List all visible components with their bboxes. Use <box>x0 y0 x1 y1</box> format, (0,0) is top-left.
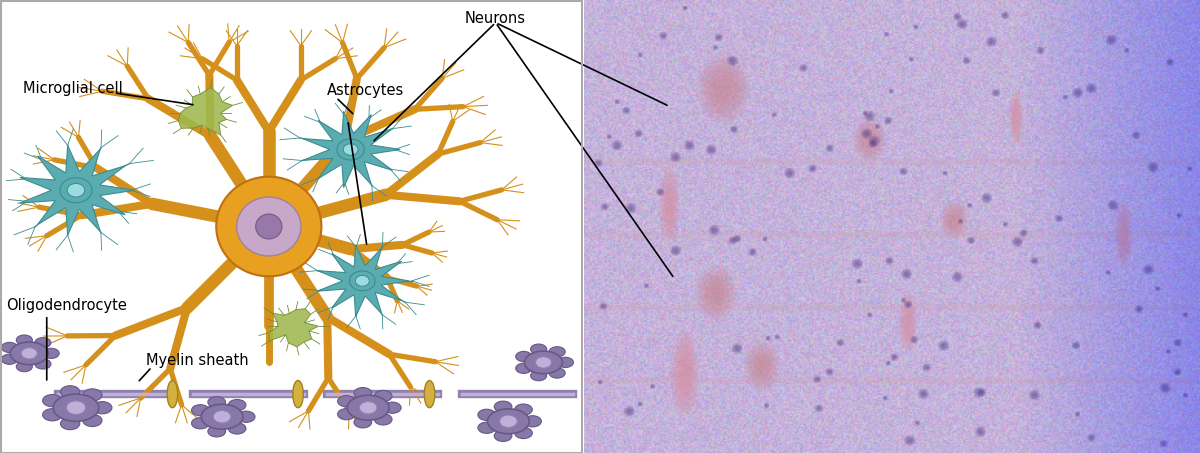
Polygon shape <box>302 111 401 188</box>
Ellipse shape <box>192 418 209 429</box>
Ellipse shape <box>347 395 389 420</box>
Text: Astrocytes: Astrocytes <box>328 83 404 98</box>
Ellipse shape <box>22 348 37 359</box>
Ellipse shape <box>535 357 552 368</box>
Ellipse shape <box>256 214 282 239</box>
Ellipse shape <box>228 423 246 434</box>
Text: Myelin sheath: Myelin sheath <box>146 353 248 368</box>
Ellipse shape <box>214 410 230 423</box>
Ellipse shape <box>550 368 565 378</box>
Ellipse shape <box>11 342 48 365</box>
Ellipse shape <box>515 404 533 415</box>
Ellipse shape <box>516 363 532 373</box>
Ellipse shape <box>524 351 563 374</box>
Polygon shape <box>20 145 134 235</box>
Ellipse shape <box>66 401 85 414</box>
Ellipse shape <box>557 357 574 367</box>
Ellipse shape <box>17 335 32 345</box>
Ellipse shape <box>35 337 50 348</box>
Ellipse shape <box>374 414 392 425</box>
Ellipse shape <box>43 409 62 421</box>
Ellipse shape <box>238 411 256 422</box>
Ellipse shape <box>359 401 377 414</box>
Ellipse shape <box>384 402 401 413</box>
Ellipse shape <box>192 405 209 416</box>
Ellipse shape <box>337 395 355 407</box>
Ellipse shape <box>478 409 496 420</box>
Ellipse shape <box>1 354 18 364</box>
Ellipse shape <box>35 359 50 369</box>
Ellipse shape <box>17 361 32 371</box>
Ellipse shape <box>354 387 372 399</box>
Ellipse shape <box>208 426 226 437</box>
Text: Oligodendrocyte: Oligodendrocyte <box>6 299 127 313</box>
Ellipse shape <box>349 271 376 291</box>
Ellipse shape <box>67 183 85 197</box>
Ellipse shape <box>343 144 358 155</box>
Polygon shape <box>318 245 409 317</box>
Ellipse shape <box>337 139 365 160</box>
Ellipse shape <box>43 395 62 407</box>
Ellipse shape <box>516 352 532 361</box>
Ellipse shape <box>83 414 102 427</box>
Ellipse shape <box>216 177 322 276</box>
Ellipse shape <box>478 422 496 434</box>
Ellipse shape <box>354 417 372 428</box>
Ellipse shape <box>337 409 355 420</box>
Text: Microglial cell: Microglial cell <box>23 81 124 96</box>
Ellipse shape <box>236 197 301 256</box>
Ellipse shape <box>550 347 565 357</box>
Ellipse shape <box>355 275 370 286</box>
Ellipse shape <box>1 342 18 352</box>
Polygon shape <box>179 87 233 135</box>
Text: Neurons: Neurons <box>466 11 526 26</box>
Ellipse shape <box>293 381 304 408</box>
Ellipse shape <box>425 381 434 408</box>
Ellipse shape <box>202 404 242 429</box>
Ellipse shape <box>374 390 392 402</box>
Ellipse shape <box>167 381 178 408</box>
Ellipse shape <box>499 415 517 428</box>
Ellipse shape <box>523 416 541 427</box>
Ellipse shape <box>530 371 547 381</box>
Ellipse shape <box>487 409 529 434</box>
Ellipse shape <box>53 394 98 421</box>
Ellipse shape <box>530 344 547 354</box>
Ellipse shape <box>92 401 112 414</box>
Ellipse shape <box>83 389 102 401</box>
Ellipse shape <box>228 400 246 411</box>
Ellipse shape <box>208 396 226 408</box>
Ellipse shape <box>60 178 92 203</box>
Ellipse shape <box>43 348 59 358</box>
Polygon shape <box>269 308 318 347</box>
Ellipse shape <box>515 427 533 439</box>
Ellipse shape <box>60 386 79 398</box>
Ellipse shape <box>494 401 512 412</box>
Ellipse shape <box>60 418 79 430</box>
Ellipse shape <box>494 430 512 442</box>
